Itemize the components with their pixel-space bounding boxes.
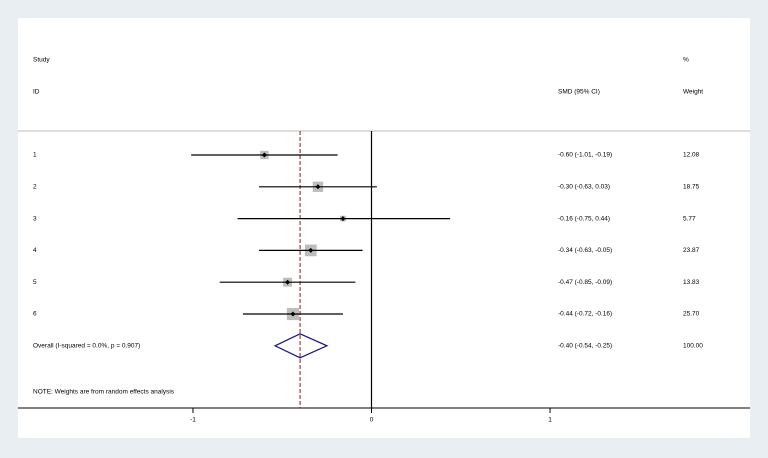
- weight-label: 18.75: [683, 184, 700, 191]
- point-estimate: [261, 152, 267, 158]
- weight-label: 13.83: [683, 279, 700, 286]
- study-label: 1: [33, 152, 37, 159]
- weight-label: 12.08: [683, 152, 700, 159]
- weight-label: 25.70: [683, 311, 700, 318]
- weight-label: 100.00: [683, 343, 703, 350]
- point-estimate: [285, 279, 291, 285]
- overall-diamond: [273, 333, 329, 359]
- plot-panel: [18, 18, 750, 438]
- study-label: 4: [33, 247, 37, 254]
- effect-label: -0.40 (-0.54, -0.25): [558, 343, 612, 350]
- effect-label: -0.30 (-0.63, 0.03): [558, 184, 610, 191]
- point-estimate: [340, 216, 346, 222]
- x-tick-label: 1: [548, 417, 552, 424]
- weight-label: 23.87: [683, 247, 700, 254]
- x-tick-label: -1: [190, 417, 196, 424]
- overall-label: Overall (I-squared = 0.0%, p = 0.907): [33, 343, 140, 350]
- point-estimate: [315, 184, 321, 190]
- study-label: 6: [33, 311, 37, 318]
- study-label: 3: [33, 215, 37, 222]
- column-header: Weight: [683, 89, 703, 96]
- effect-label: -0.60 (-1.01, -0.19): [558, 152, 612, 159]
- point-estimate: [308, 247, 314, 253]
- column-header: %: [683, 57, 689, 64]
- effect-label: -0.16 (-0.75, 0.44): [558, 215, 610, 222]
- effect-label: -0.44 (-0.72, -0.16): [558, 311, 612, 318]
- effect-label: -0.47 (-0.85, -0.09): [558, 279, 612, 286]
- x-tick-label: 0: [370, 417, 374, 424]
- effect-label: -0.34 (-0.63, -0.05): [558, 247, 612, 254]
- weight-label: 5.77: [683, 215, 696, 222]
- note: NOTE: Weights are from random effects an…: [33, 389, 175, 396]
- column-header: SMD (95% CI): [558, 89, 600, 96]
- column-header: Study: [33, 57, 50, 64]
- column-header: ID: [33, 89, 40, 96]
- study-label: 2: [33, 184, 37, 191]
- point-estimate: [290, 311, 296, 317]
- study-label: 5: [33, 279, 37, 286]
